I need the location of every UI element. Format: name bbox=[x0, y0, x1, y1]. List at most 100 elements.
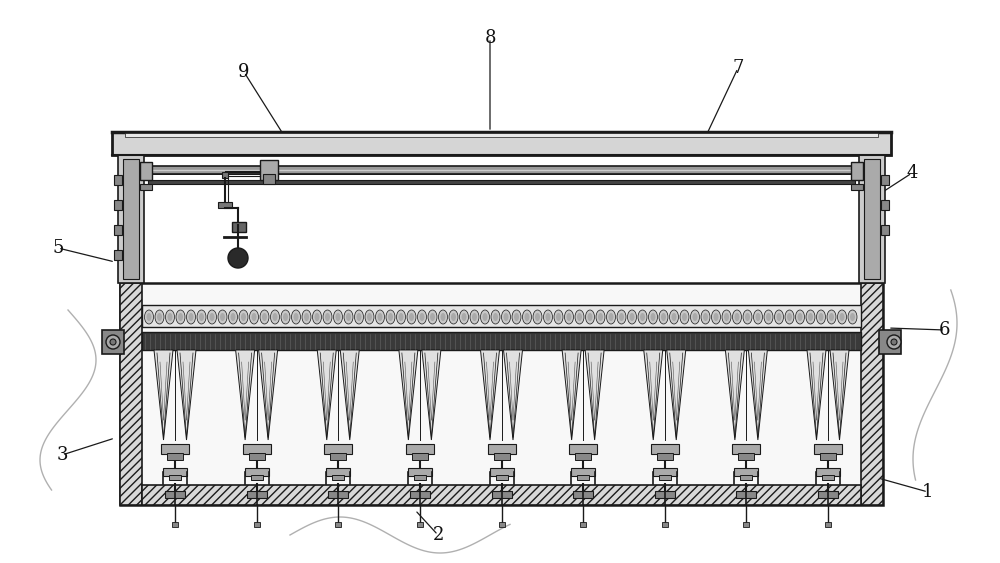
Ellipse shape bbox=[544, 310, 552, 324]
Ellipse shape bbox=[546, 313, 550, 321]
Ellipse shape bbox=[816, 310, 826, 324]
Bar bbox=[412, 453, 428, 460]
Polygon shape bbox=[562, 350, 581, 440]
Polygon shape bbox=[317, 350, 336, 440]
Bar bbox=[488, 444, 516, 454]
Text: 2: 2 bbox=[432, 526, 444, 544]
Ellipse shape bbox=[354, 310, 364, 324]
Ellipse shape bbox=[564, 310, 574, 324]
Bar bbox=[324, 444, 352, 454]
Ellipse shape bbox=[712, 310, 720, 324]
Bar bbox=[410, 491, 430, 498]
Ellipse shape bbox=[462, 313, 466, 321]
Bar bbox=[736, 491, 756, 498]
Bar bbox=[263, 174, 275, 184]
Bar bbox=[118, 155, 144, 283]
Bar bbox=[222, 172, 228, 178]
Ellipse shape bbox=[418, 310, 426, 324]
Bar bbox=[820, 453, 836, 460]
Bar bbox=[822, 475, 834, 480]
Ellipse shape bbox=[848, 310, 857, 324]
Bar bbox=[114, 200, 122, 210]
Ellipse shape bbox=[682, 313, 687, 321]
Ellipse shape bbox=[420, 313, 424, 321]
Bar bbox=[408, 468, 432, 476]
Ellipse shape bbox=[346, 313, 351, 321]
Ellipse shape bbox=[491, 310, 500, 324]
Ellipse shape bbox=[808, 313, 813, 321]
Ellipse shape bbox=[281, 310, 290, 324]
Polygon shape bbox=[504, 350, 522, 440]
Ellipse shape bbox=[774, 310, 784, 324]
Ellipse shape bbox=[472, 313, 477, 321]
Ellipse shape bbox=[606, 310, 616, 324]
Bar bbox=[734, 468, 758, 476]
Polygon shape bbox=[340, 350, 359, 440]
Ellipse shape bbox=[512, 310, 521, 324]
Ellipse shape bbox=[806, 310, 815, 324]
Ellipse shape bbox=[766, 313, 771, 321]
Ellipse shape bbox=[239, 310, 248, 324]
Polygon shape bbox=[830, 350, 849, 440]
Ellipse shape bbox=[659, 310, 668, 324]
Ellipse shape bbox=[533, 310, 542, 324]
Ellipse shape bbox=[407, 310, 416, 324]
Ellipse shape bbox=[314, 313, 320, 321]
Ellipse shape bbox=[178, 313, 183, 321]
Bar bbox=[861, 283, 883, 505]
Bar bbox=[114, 175, 122, 185]
Ellipse shape bbox=[228, 310, 238, 324]
Ellipse shape bbox=[388, 313, 393, 321]
Bar bbox=[260, 160, 278, 180]
Ellipse shape bbox=[323, 310, 332, 324]
Ellipse shape bbox=[440, 313, 446, 321]
Circle shape bbox=[228, 248, 248, 268]
Ellipse shape bbox=[493, 313, 498, 321]
Ellipse shape bbox=[690, 310, 700, 324]
Ellipse shape bbox=[144, 310, 154, 324]
Bar bbox=[577, 475, 589, 480]
Bar bbox=[492, 491, 512, 498]
Bar bbox=[655, 491, 675, 498]
Ellipse shape bbox=[598, 313, 603, 321]
Ellipse shape bbox=[754, 310, 763, 324]
Bar bbox=[414, 475, 426, 480]
Bar bbox=[814, 444, 842, 454]
Ellipse shape bbox=[714, 313, 718, 321]
Bar bbox=[659, 475, 671, 480]
Bar bbox=[743, 522, 749, 527]
Bar bbox=[167, 453, 183, 460]
Ellipse shape bbox=[701, 310, 710, 324]
Ellipse shape bbox=[294, 313, 298, 321]
Bar bbox=[335, 522, 341, 527]
Bar bbox=[165, 491, 185, 498]
Bar bbox=[406, 444, 434, 454]
Ellipse shape bbox=[155, 310, 164, 324]
Ellipse shape bbox=[250, 310, 258, 324]
Ellipse shape bbox=[838, 310, 846, 324]
Ellipse shape bbox=[304, 313, 309, 321]
Bar bbox=[740, 475, 752, 480]
Ellipse shape bbox=[670, 310, 678, 324]
Ellipse shape bbox=[398, 313, 404, 321]
Bar bbox=[879, 330, 901, 354]
Ellipse shape bbox=[451, 313, 456, 321]
Bar bbox=[120, 283, 883, 505]
Text: 7: 7 bbox=[732, 59, 744, 77]
Bar bbox=[161, 444, 189, 454]
Ellipse shape bbox=[208, 310, 216, 324]
Ellipse shape bbox=[661, 313, 666, 321]
Bar bbox=[859, 155, 885, 283]
Ellipse shape bbox=[724, 313, 729, 321]
Polygon shape bbox=[177, 350, 196, 440]
Ellipse shape bbox=[703, 313, 708, 321]
Ellipse shape bbox=[650, 313, 656, 321]
Ellipse shape bbox=[504, 313, 509, 321]
Polygon shape bbox=[748, 350, 767, 440]
Ellipse shape bbox=[588, 313, 592, 321]
Circle shape bbox=[106, 335, 120, 349]
Bar bbox=[114, 225, 122, 235]
Bar bbox=[881, 175, 889, 185]
Bar bbox=[881, 200, 889, 210]
Ellipse shape bbox=[168, 313, 173, 321]
